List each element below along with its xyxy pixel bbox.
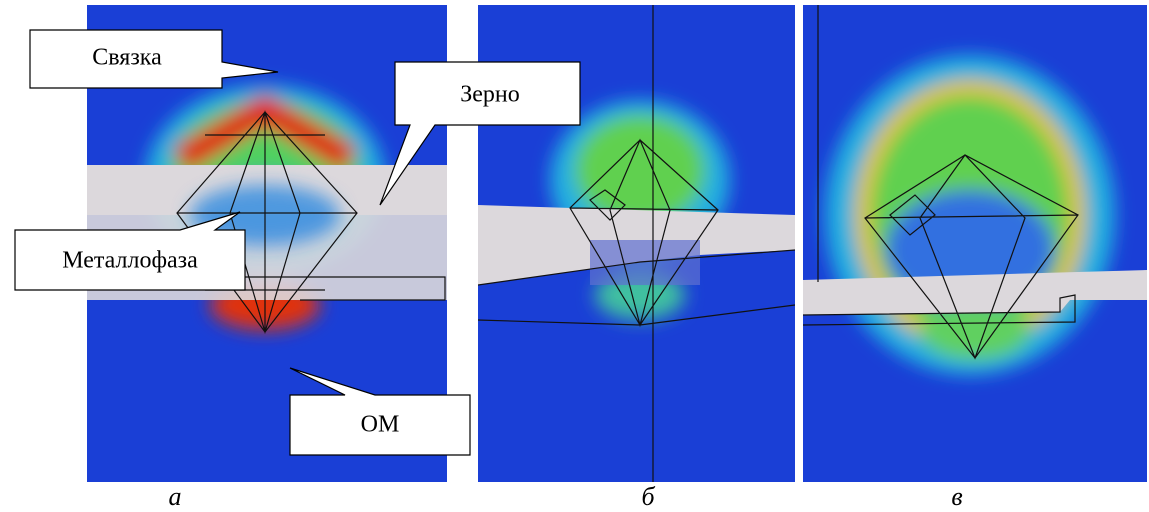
- panel-caption: б: [641, 482, 655, 511]
- callout-label: Зерно: [460, 82, 520, 108]
- panel-caption: а: [169, 482, 182, 511]
- panel-caption: в: [951, 482, 962, 511]
- callout-label: Связка: [92, 45, 162, 71]
- panel-c: [803, 5, 1147, 482]
- callout-label: ОМ: [361, 412, 400, 438]
- figure: Связка Зерно Металлофаза ОМ а б в: [0, 0, 1149, 512]
- callout-label: Металлофаза: [62, 248, 198, 274]
